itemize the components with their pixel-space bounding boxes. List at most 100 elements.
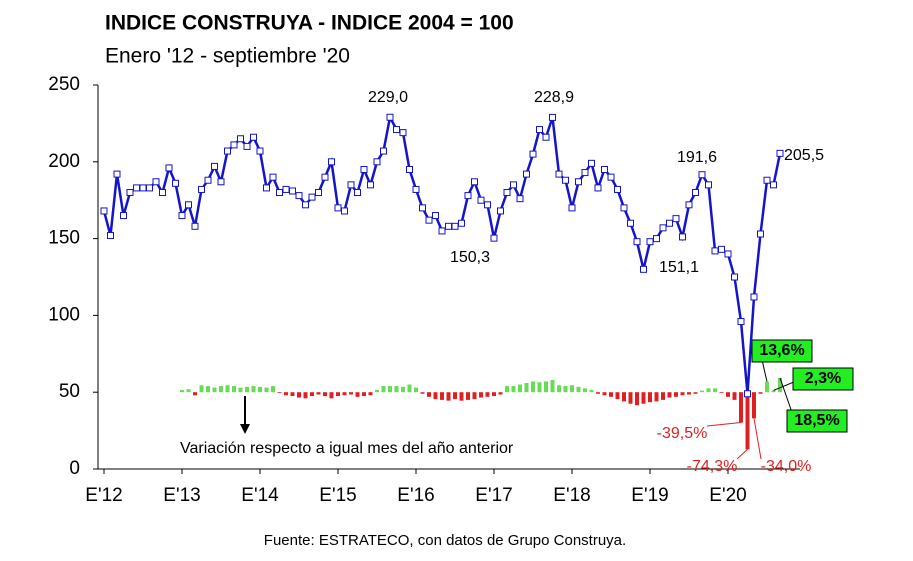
point — [705, 181, 712, 189]
bar — [225, 385, 230, 393]
point — [198, 185, 205, 193]
point-value-label: 151,1 — [659, 259, 699, 276]
bar — [251, 386, 256, 393]
bar — [264, 387, 269, 393]
point — [120, 212, 127, 220]
point — [217, 178, 225, 186]
point — [289, 187, 296, 195]
bar — [232, 386, 236, 393]
y-tick-label: 0 — [69, 458, 80, 479]
point — [399, 129, 407, 137]
point — [672, 215, 680, 223]
point — [406, 165, 413, 173]
point — [360, 165, 368, 173]
point — [250, 133, 257, 141]
x-tick-label: E'13 — [163, 485, 200, 506]
bar — [362, 392, 366, 397]
bar — [583, 388, 587, 393]
point — [594, 184, 602, 192]
point — [724, 250, 732, 258]
bar — [765, 381, 769, 393]
point — [276, 189, 283, 197]
bar — [680, 392, 685, 396]
bar — [563, 386, 568, 393]
point — [107, 232, 114, 240]
bar — [758, 392, 763, 394]
point-value-label: 150,3 — [450, 249, 490, 266]
point — [581, 169, 589, 177]
point — [432, 212, 439, 220]
point — [347, 181, 355, 189]
point — [542, 133, 550, 141]
bar — [557, 385, 561, 393]
point — [237, 135, 244, 143]
bar — [414, 387, 418, 393]
bar — [615, 392, 620, 400]
bar — [693, 392, 698, 394]
bar — [505, 386, 509, 393]
bar — [193, 392, 197, 396]
point — [282, 185, 290, 193]
bar — [381, 386, 386, 393]
bar — [459, 392, 464, 401]
bar — [654, 392, 659, 402]
y-tick-label: 200 — [48, 151, 80, 172]
point — [464, 192, 472, 200]
bar — [602, 392, 607, 396]
bar — [771, 390, 776, 393]
point — [354, 189, 361, 197]
point-value-label: 229,0 — [368, 89, 408, 106]
bar — [401, 386, 405, 393]
bar — [427, 392, 431, 397]
bar — [596, 392, 600, 394]
point — [451, 222, 459, 230]
point — [146, 184, 153, 192]
bar-value-label: 2,3% — [805, 370, 841, 387]
bar-value-label: 13,6% — [759, 342, 804, 359]
bar — [394, 386, 399, 393]
bar — [180, 389, 184, 393]
bar — [752, 392, 756, 419]
point — [503, 189, 511, 197]
bar — [622, 392, 626, 402]
bar — [284, 392, 288, 396]
y-tick-label: 250 — [48, 74, 80, 95]
point — [666, 219, 673, 227]
bar — [739, 392, 743, 423]
point — [588, 159, 595, 167]
bar — [258, 386, 262, 393]
point — [568, 204, 576, 212]
bar — [706, 388, 711, 393]
bar — [479, 392, 483, 398]
point — [516, 195, 524, 203]
bar — [297, 392, 301, 398]
callout-line — [736, 448, 748, 460]
chart-title: INDICE CONSTRUYA - INDICE 2004 = 100 — [105, 12, 514, 35]
bar — [316, 392, 321, 395]
bar-value-label: -74,3% — [687, 458, 738, 475]
callout-box — [751, 339, 813, 363]
bar-value-label: -39,5% — [657, 425, 708, 442]
bar — [466, 392, 470, 400]
x-tick-label: E'19 — [631, 485, 668, 506]
bar-value-label: -34,0% — [761, 458, 812, 475]
point — [256, 147, 264, 155]
point — [490, 234, 498, 242]
bar — [186, 389, 191, 393]
x-tick-label: E'16 — [397, 485, 434, 506]
point — [575, 178, 582, 186]
bar — [407, 384, 412, 393]
bar — [336, 392, 340, 397]
bar — [576, 386, 581, 393]
point — [711, 247, 719, 255]
point — [477, 196, 485, 204]
bar-value-label: 18,5% — [794, 412, 839, 429]
point — [484, 201, 491, 209]
point — [295, 192, 303, 200]
bar — [719, 392, 724, 393]
chart-subtitle: Enero '12 - septiembre '20 — [105, 45, 350, 68]
point — [178, 212, 186, 220]
point — [640, 265, 647, 273]
point — [497, 207, 504, 215]
point — [204, 176, 212, 184]
